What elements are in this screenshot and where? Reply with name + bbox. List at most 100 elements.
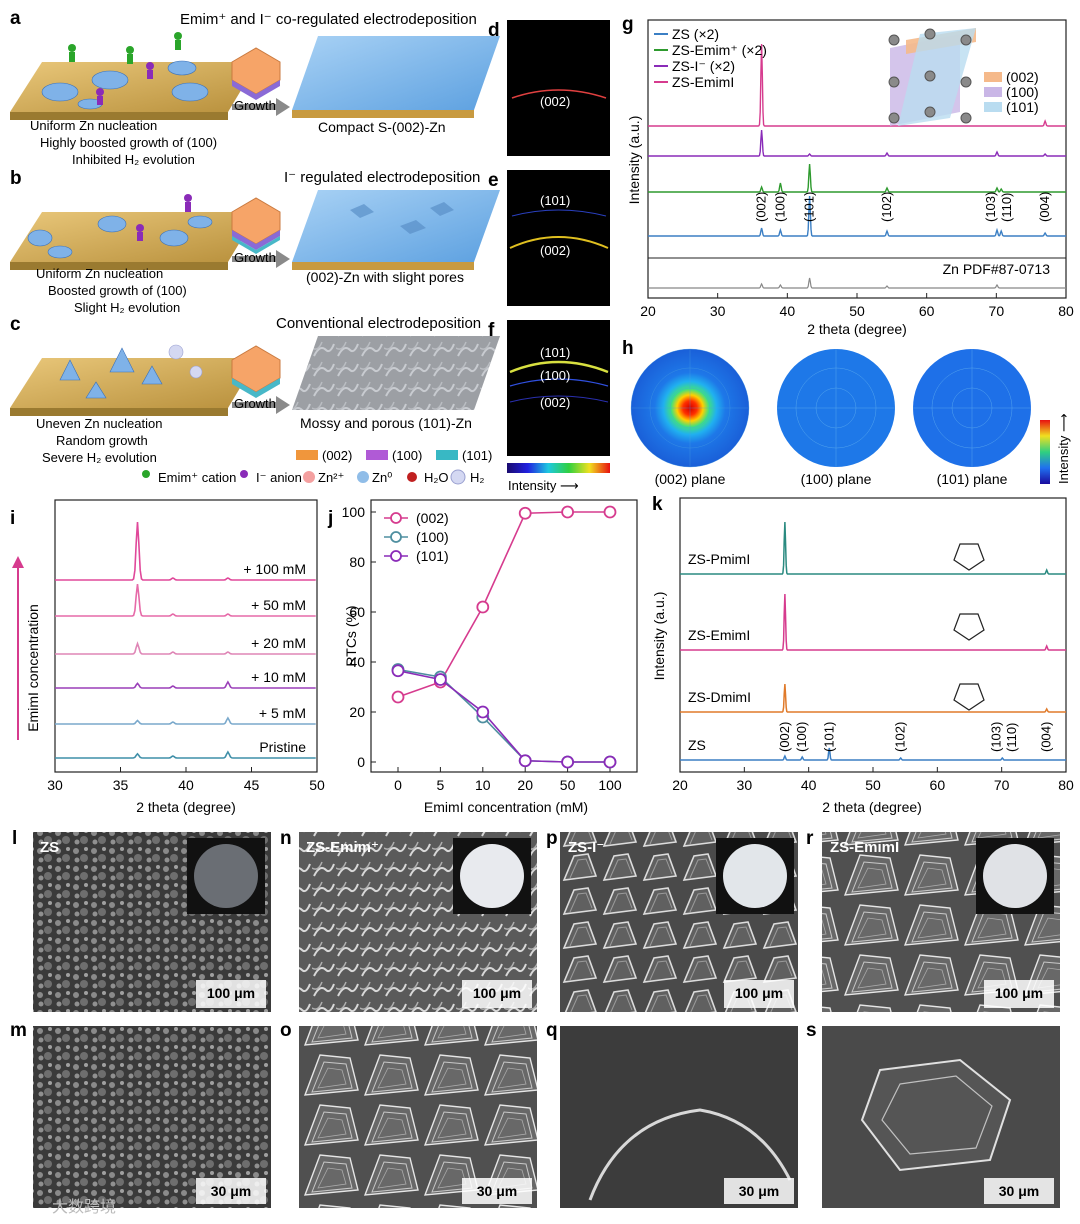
ylabel-k: Intensity (a.u.) <box>651 592 667 681</box>
xtick-label-k: 40 <box>801 777 817 793</box>
h2-bubble-icon <box>450 469 466 485</box>
zn0-icon <box>357 471 369 483</box>
data-point-j <box>391 690 405 704</box>
panel-letter-p: p <box>546 828 558 849</box>
diffraction-ring-002-e <box>509 236 609 249</box>
panel-c: c Conventional electrodeposition Uneven … <box>10 314 500 485</box>
peak-label-g: (002) <box>754 192 769 222</box>
pole-figure-101 <box>913 349 1031 467</box>
xrd-trace-k <box>680 593 1066 651</box>
ytick-label-j: 0 <box>357 754 365 770</box>
sem-tag-l: ZS <box>40 839 59 856</box>
xlabel-i: 2 theta (degree) <box>136 799 236 815</box>
peak-label-k: (101) <box>821 722 836 752</box>
peak-label-k: (110) <box>1004 723 1019 752</box>
data-point-j <box>561 755 574 769</box>
zn2plus-icon <box>303 471 315 483</box>
trace-label-k: ZS-PmimI <box>688 551 750 567</box>
xtick-label-k: 50 <box>865 777 881 793</box>
inset-legend-swatch-g <box>984 102 1002 112</box>
data-point-j <box>476 600 490 614</box>
plot-frame-j <box>370 499 638 773</box>
inset-legend-label-g: (101) <box>1006 99 1039 115</box>
hex-crystal-a <box>231 47 281 100</box>
intensity-colorbar <box>507 463 610 473</box>
panel-d: d (002) <box>488 20 610 156</box>
panel-letter-c: c <box>10 314 21 335</box>
pole-label-100: (100) plane <box>801 471 872 487</box>
panel-letter-r: r <box>806 828 814 849</box>
zn-clusters-c <box>59 344 203 399</box>
legend-swatch-100 <box>366 450 388 460</box>
sem-image-m <box>33 1026 271 1208</box>
hex-crystal-b <box>231 197 281 254</box>
sem-tag-p: ZS-I⁻ <box>568 839 604 856</box>
panel-letter-o: o <box>280 1020 292 1041</box>
panel-c-left-line1: Uneven Zn nucleation <box>36 416 162 431</box>
peak-label-k: (103) <box>988 722 1003 752</box>
legend-label-g: ZS (×2) <box>672 26 719 42</box>
legend-label-100: (100) <box>392 448 422 463</box>
legend-g: ZS (×2)ZS-Emim⁺ (×2)ZS-I⁻ (×2)ZS-EmimI <box>654 26 767 90</box>
trace-label-i: + 5 mM <box>259 705 306 721</box>
panel-a-right-label: Compact S-(002)-Zn <box>318 119 446 135</box>
data-point-j <box>433 673 447 686</box>
panel-a-left-line3: Inhibited H₂ evolution <box>72 152 195 167</box>
panel-h: h (002) plane (100) plane (101) plane <box>622 338 1071 487</box>
panel-letter-g: g <box>622 14 634 35</box>
scale-label-r: 100 μm <box>995 985 1043 1001</box>
ylabel-j: RTCs (%) <box>343 605 359 666</box>
legend-marker-j <box>390 531 402 543</box>
trace-label-k: ZS-DmimI <box>688 689 751 705</box>
xticks-g: 20 30 40 50 60 70 80 <box>640 293 1074 319</box>
inset-legend-g: (002)(100)(101) <box>984 69 1039 115</box>
peak-label-g: (110) <box>999 193 1014 222</box>
scale-label-n: 100 μm <box>473 985 521 1001</box>
xtick-label-j: 20 <box>517 777 533 793</box>
panel-a: a Emim⁺ and I⁻ co-regulated electrodepos… <box>10 8 500 167</box>
legend-label-002: (002) <box>322 448 352 463</box>
ring-label-f-002: (002) <box>540 395 570 410</box>
xtick-label-k: 30 <box>737 777 753 793</box>
legend-label-j: (101) <box>416 548 449 564</box>
legend-swatch-101 <box>436 450 458 460</box>
xrd-trace-k <box>680 747 1066 761</box>
species-h2: H₂ <box>470 470 484 485</box>
xrd-reference-trace-g <box>648 277 1066 289</box>
peak-label-g: (100) <box>772 192 787 222</box>
panel-b-left-line1: Uniform Zn nucleation <box>36 266 163 281</box>
xrd-trace-g <box>648 163 1066 193</box>
xtick-label-j: 5 <box>437 777 445 793</box>
inset-legend-label-g: (002) <box>1006 69 1039 85</box>
peak-label-k: (102) <box>893 722 908 752</box>
xrd-traces-k: ZS-PmimI ZS-EmimI ZS-DmimI ZS <box>680 521 1066 761</box>
trace-label-i: + 50 mM <box>251 597 306 613</box>
data-point-j <box>518 754 532 768</box>
data-point-j <box>561 505 574 519</box>
xtick-label-k: 80 <box>1058 777 1074 793</box>
pole-figure-100 <box>777 349 895 467</box>
species-emim: Emim⁺ cation <box>158 470 236 485</box>
xrd-trace-i <box>55 716 316 725</box>
data-point-j <box>518 506 532 520</box>
legend-j: (002) (100) (101) <box>384 510 449 564</box>
xticks-k: 20 30 40 50 60 70 80 <box>672 767 1074 793</box>
panel-letter-j: j <box>327 508 333 529</box>
legend-label-g: ZS-EmimI <box>672 74 734 90</box>
xtick-label-i: 40 <box>178 777 194 793</box>
ylabel-i: EmimI concentration <box>25 604 41 732</box>
xtick-label-g: 40 <box>780 303 796 319</box>
xrd-trace-i <box>55 680 316 689</box>
legend-label-g: ZS-I⁻ (×2) <box>672 58 735 74</box>
porous-002-zn-film <box>292 190 500 262</box>
panel-letter-l: l <box>12 828 17 849</box>
ytick-label-j: 20 <box>349 704 365 720</box>
panel-i: i EmimI concentration 2 theta (degree) 3… <box>10 499 325 815</box>
panel-letter-i: i <box>10 508 15 529</box>
ytick-label-j: 40 <box>349 654 365 670</box>
diffraction-image-f <box>507 320 610 456</box>
xlabel-k: 2 theta (degree) <box>822 799 922 815</box>
emim-cation-icons-a <box>68 32 182 64</box>
xtick-label-g: 30 <box>710 303 726 319</box>
sem-image-o <box>299 1026 537 1208</box>
